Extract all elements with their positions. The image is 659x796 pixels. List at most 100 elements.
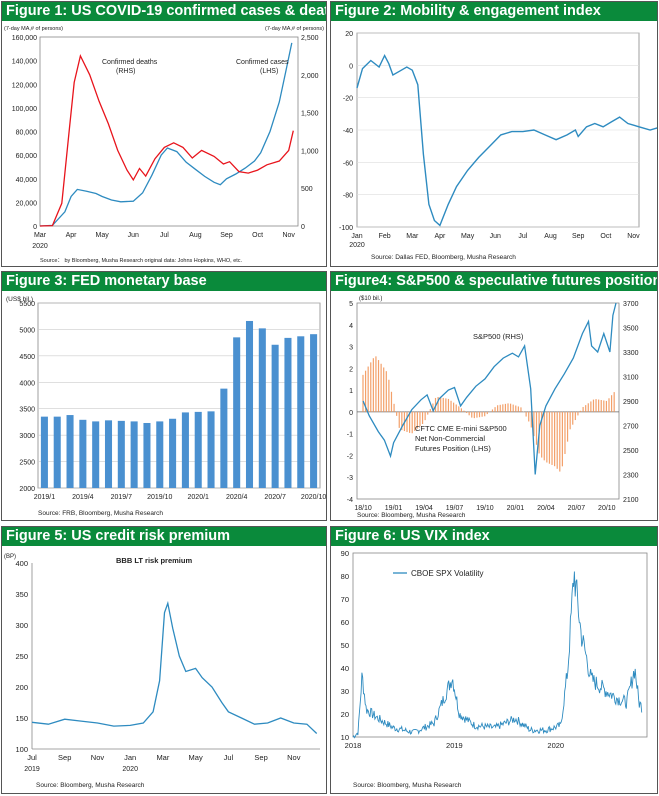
y-tick-label: -100 <box>339 225 353 232</box>
position-bar <box>432 403 434 412</box>
x-tick-label: 2020/1 <box>188 494 210 501</box>
deaths-line <box>39 53 294 227</box>
position-bar <box>494 407 496 412</box>
position-bar <box>530 411 532 428</box>
source-note: Source: Bloomberg, Musha Research <box>357 512 466 519</box>
position-bar <box>390 391 393 412</box>
x-tick-label: Nov <box>282 232 295 239</box>
figure-1-title: Figure 1: US COVID-19 confirmed cases & … <box>2 2 326 21</box>
y-tick-label: 5500 <box>19 301 35 308</box>
y-right-tick-label: 3300 <box>623 350 639 357</box>
bar-2020/10 <box>310 334 318 488</box>
bar-2020/7 <box>271 344 279 488</box>
year-label: 2019 <box>24 766 40 773</box>
cases-annotation-axis: (LHS) <box>260 68 278 75</box>
position-bar <box>388 379 390 412</box>
position-bar <box>541 411 543 458</box>
position-bar <box>613 392 615 412</box>
x-tick-label: Sep <box>254 753 267 762</box>
position-bar <box>416 411 418 429</box>
x-tick-label: Jan <box>124 753 136 762</box>
y-left-tick-label: 0 <box>33 224 37 231</box>
y-tick-label: 100 <box>15 745 28 754</box>
position-bar <box>380 363 382 412</box>
y-right-tick-label: 2500 <box>623 448 639 455</box>
y-right-tick-label: 2700 <box>623 424 639 431</box>
x-tick-label: Sep <box>58 753 71 762</box>
position-bar <box>590 401 592 412</box>
position-bar <box>548 411 551 464</box>
y-tick-label: 2000 <box>19 486 35 493</box>
bar-2020/2 <box>207 411 215 488</box>
deaths-annotation: Confirmed deaths <box>102 59 158 66</box>
year-label: 2020 <box>32 243 48 250</box>
y-tick-label: 70 <box>341 595 349 604</box>
x-tick-label: 20/10 <box>598 505 616 512</box>
x-tick-label: Jul <box>224 753 234 762</box>
position-bar <box>512 404 514 412</box>
position-bar <box>564 411 566 454</box>
cftc-annotation-1: CFTC CME E-mini S&P500 <box>415 424 507 433</box>
y-left-tick-label: -1 <box>347 432 353 439</box>
position-bar <box>481 411 483 417</box>
y-left-tick-label: -2 <box>347 453 353 460</box>
y-left-tick-label: 40,000 <box>16 177 38 184</box>
position-bar <box>598 399 600 412</box>
x-tick-label: May <box>461 233 475 240</box>
y-tick-label: 40 <box>341 664 349 673</box>
x-tick-label: Jun <box>490 233 501 240</box>
x-tick-label: May <box>96 232 110 239</box>
source-note: Source: Bloomberg, Musha Research <box>353 782 462 789</box>
position-bar <box>608 398 610 412</box>
position-bar <box>458 406 460 412</box>
position-bar <box>559 411 561 472</box>
position-bar <box>473 411 475 419</box>
position-bar <box>450 400 452 412</box>
figure-4-chart: ($10 bil.) 5 4 3 2 1 0 -1 -2 -3 -4 3700 3500 3300 3100… <box>347 296 639 519</box>
x-tick-label: Nov <box>287 753 301 762</box>
position-bar <box>577 411 579 416</box>
bar-2019/9 <box>143 422 151 488</box>
y-left-tick-label: -3 <box>347 475 353 482</box>
position-bar <box>595 399 597 412</box>
cftc-annotation-2: Net Non-Commercial <box>415 434 485 443</box>
position-bar <box>419 411 421 427</box>
position-bar <box>587 403 589 412</box>
cftc-annotation-3: Futures Position (LHS) <box>415 444 491 453</box>
position-bar <box>406 411 408 432</box>
position-bar <box>543 411 545 461</box>
x-tick-label: Nov <box>91 753 105 762</box>
position-bar <box>515 405 517 412</box>
y-tick-label: 90 <box>341 549 349 558</box>
position-bar <box>603 400 605 412</box>
figure-1-chart: (7-day MA,# of persons) (7-day MA,# of pe… <box>4 26 324 264</box>
position-bar <box>502 404 504 412</box>
unit-label: (BP) <box>4 554 16 560</box>
position-bar <box>445 398 447 412</box>
position-bar <box>476 411 478 418</box>
position-bar <box>463 410 465 412</box>
figure-4-panel: Figure4: S&P500 & speculative futures po… <box>330 271 658 521</box>
y-tick-label: 150 <box>15 714 28 723</box>
position-bar <box>455 404 457 412</box>
position-bar <box>535 411 538 445</box>
position-bar <box>546 411 548 463</box>
y-tick-label: 30 <box>341 687 349 696</box>
position-bar <box>499 404 501 412</box>
position-bar <box>486 411 488 415</box>
y-left-tick-label: 3 <box>349 345 353 352</box>
left-unit-label: (7-day MA,# of persons) <box>4 26 63 32</box>
position-bar <box>554 411 556 467</box>
x-tick-label: Apr <box>434 233 446 240</box>
position-bar <box>566 411 569 442</box>
y-right-tick-label: 3700 <box>623 301 639 308</box>
bar-2020/9 <box>297 336 305 488</box>
x-tick-label: Aug <box>544 233 557 240</box>
x-tick-label: 2020 <box>547 741 564 750</box>
y-tick-label: 80 <box>341 572 349 581</box>
position-bar <box>579 410 582 412</box>
y-tick-label: 350 <box>15 590 28 599</box>
bbb-line <box>31 600 318 734</box>
